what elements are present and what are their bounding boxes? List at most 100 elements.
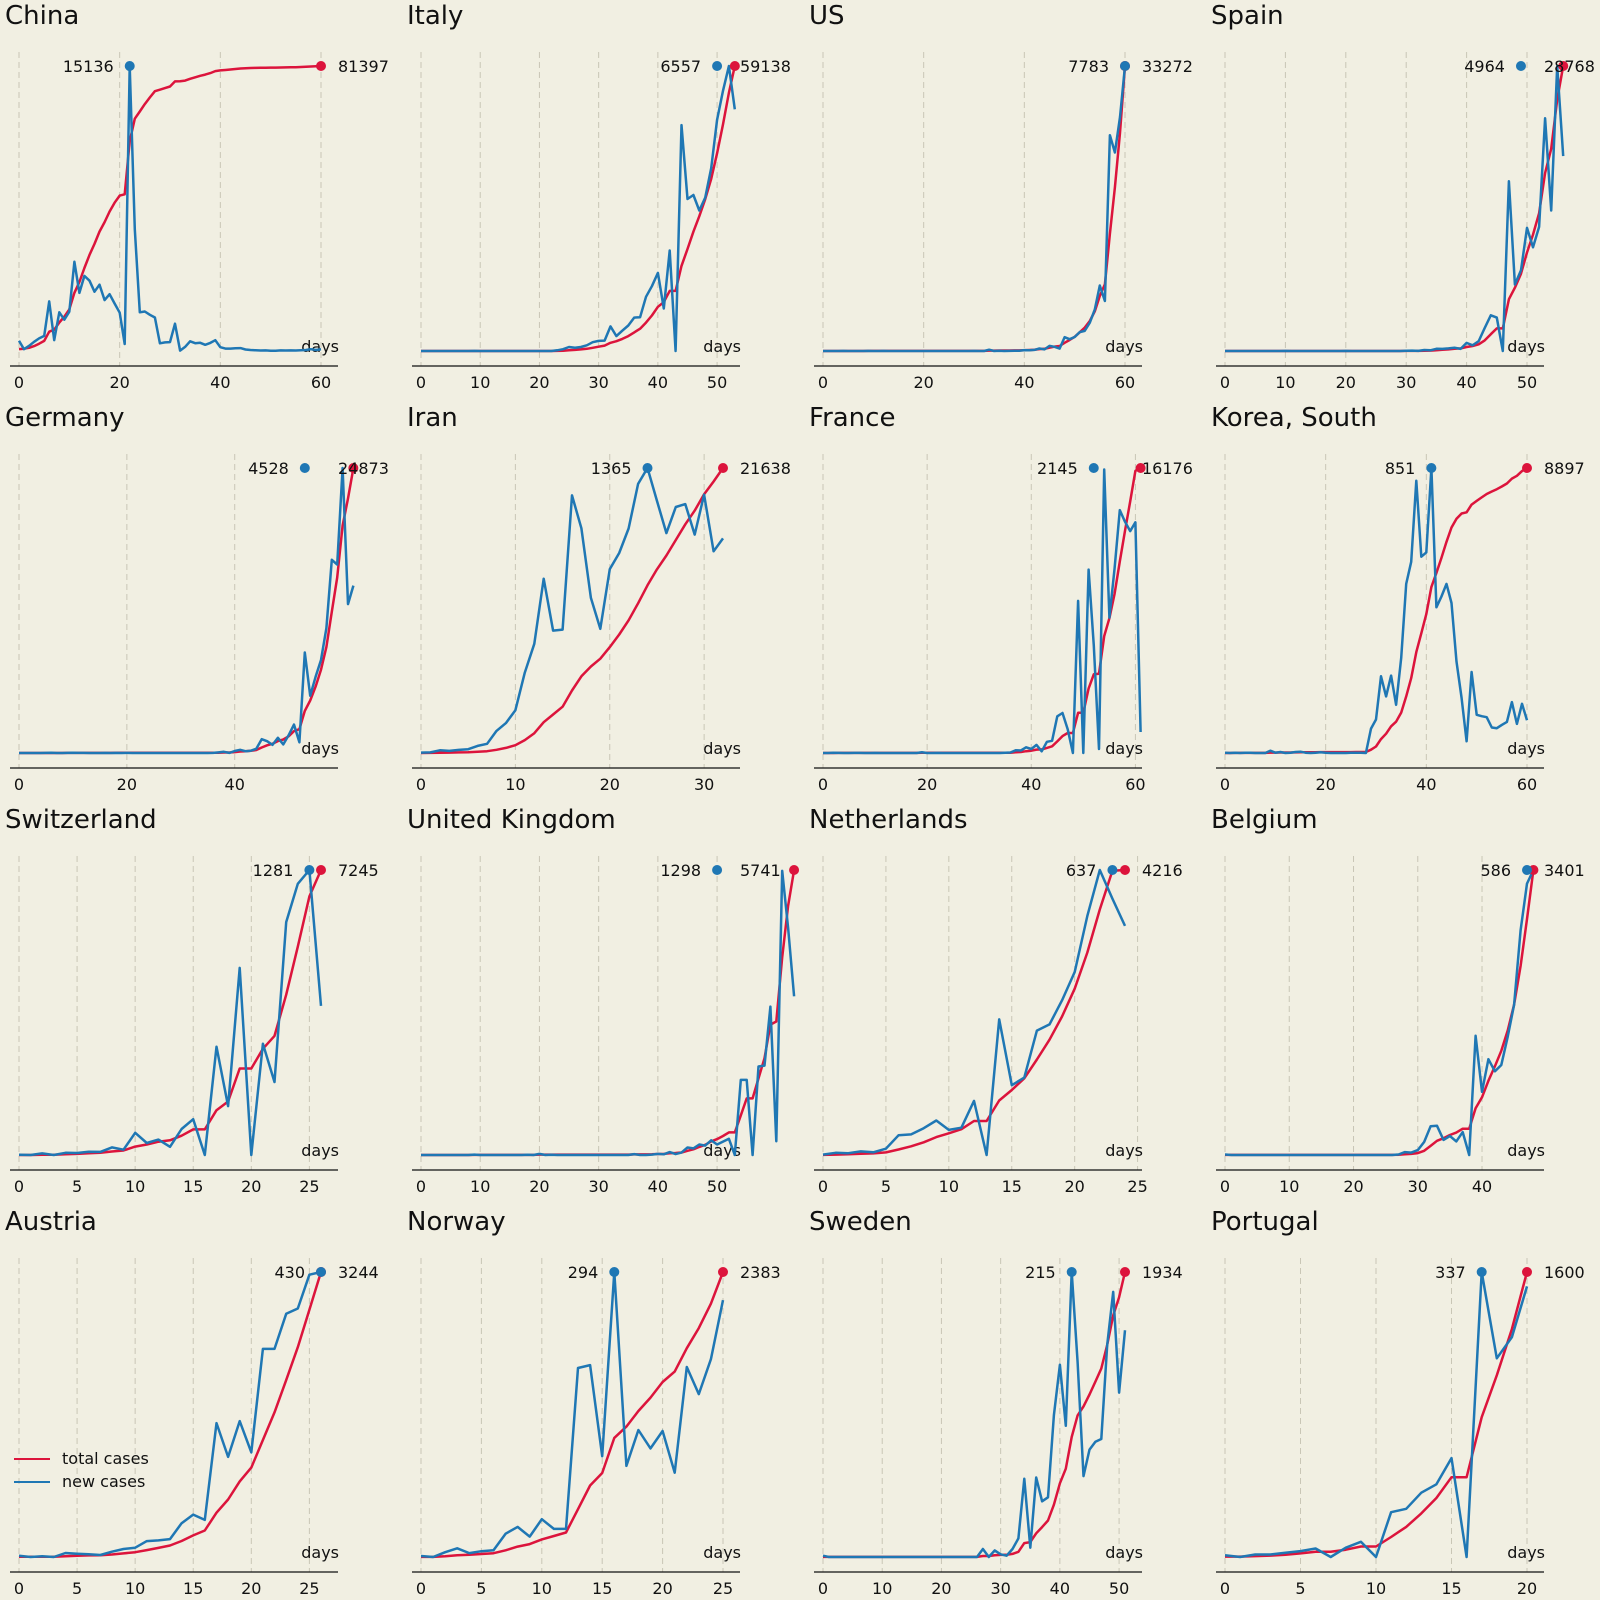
x-tick-label: 10 [872,1579,892,1598]
x-tick-label: 20 [529,373,549,392]
series-line-new [822,868,1127,1157]
annotation-total: 2383 [740,1263,781,1282]
annotation-new: 4528 [248,459,289,478]
marker-total-peak [1522,1267,1532,1277]
x-tick-label: 40 [1456,373,1476,392]
x-tick-label: 0 [1220,775,1230,794]
annotation-new: 1365 [591,459,632,478]
x-tick-label: 5 [72,1579,82,1598]
series-line-total [822,868,1126,1157]
x-tick-label: 20 [109,373,129,392]
marker-total-peak [316,61,326,71]
annotation-total: 24873 [338,459,389,478]
chart-title: Norway [407,1207,506,1237]
chart-title: Sweden [809,1207,912,1237]
marker-total-peak [718,463,728,473]
marker-new-peak [1476,1267,1487,1277]
chart-belgium: Belgium 0 10 20 30 40 days 3401 586 [1211,805,1585,1196]
x-axis-label: days [301,739,339,758]
annotation-total: 1600 [1544,1263,1585,1282]
x-tick-label: 15 [183,1177,203,1196]
x-tick-label: 20 [652,1579,672,1598]
x-tick-label: 40 [210,373,230,392]
x-axis-label: days [1105,739,1143,758]
x-tick-label: 40 [1050,1579,1070,1598]
x-tick-label: 0 [416,1177,426,1196]
x-tick-label: 30 [694,775,714,794]
x-axis-label: days [1507,1543,1545,1562]
x-tick-label: 15 [183,1579,203,1598]
marker-total-peak [348,463,359,473]
chart-korea-south: Korea, South 0 20 40 60 days 8897 851 [1211,403,1585,794]
annotation-total: 16176 [1142,459,1193,478]
marker-total-peak [729,61,740,71]
x-tick-label: 25 [713,1579,733,1598]
x-tick-label: 20 [931,1579,951,1598]
x-tick-label: 15 [1002,1177,1022,1196]
chart-title: Korea, South [1211,403,1377,433]
marker-new-peak [316,1267,326,1277]
x-tick-label: 0 [14,1177,24,1196]
x-axis-label: days [703,1543,741,1562]
x-axis-label: days [703,739,741,758]
series-line-new [823,468,1142,755]
x-tick-label: 5 [72,1177,82,1196]
x-axis-label: days [1105,1543,1143,1562]
annotation-new: 15136 [63,57,114,76]
x-tick-label: 40 [1416,775,1436,794]
series-line-total [420,467,725,755]
x-tick-label: 10 [125,1579,145,1598]
x-axis-label: days [703,337,741,356]
marker-new-peak [1522,865,1532,875]
annotation-new: 430 [274,1263,305,1282]
marker-new-peak [1107,865,1118,875]
annotation-new: 337 [1435,1263,1466,1282]
x-tick-label: 20 [913,373,933,392]
x-tick-label: 40 [1014,373,1034,392]
x-tick-label: 20 [241,1177,261,1196]
x-tick-label: 20 [1315,775,1335,794]
legend-item-total: total cases [14,1447,149,1470]
x-tick-label: 0 [818,1579,828,1598]
x-tick-label: 20 [600,775,620,794]
chart-title: Italy [407,1,463,31]
x-tick-label: 0 [14,775,24,794]
x-tick-label: 0 [1220,1177,1230,1196]
x-tick-label: 0 [416,373,426,392]
series-line-total [1225,869,1535,1157]
annotation-total: 7245 [338,861,379,880]
series-line-new [823,65,1127,353]
x-tick-label: 10 [1275,373,1295,392]
chart-iran: Iran 0 10 20 30 days 21638 1365 [407,403,791,794]
x-axis-label: days [1105,337,1143,356]
x-tick-label: 40 [1021,775,1041,794]
x-tick-label: 5 [881,1177,891,1196]
x-tick-label: 10 [1366,1579,1386,1598]
x-tick-label: 10 [1279,1177,1299,1196]
x-tick-label: 30 [588,1177,608,1196]
series-line-total [18,64,322,351]
marker-new-peak [1066,1267,1077,1277]
x-tick-label: 0 [1220,373,1230,392]
marker-new-peak [712,865,723,875]
x-tick-label: 5 [1295,1579,1305,1598]
marker-new-peak [124,61,135,71]
x-tick-label: 25 [299,1177,319,1196]
chart-switzerland: Switzerland 0 5 10 15 20 25 days 7245 1281 [5,805,379,1196]
chart-portugal: Portugal 0 5 10 15 20 days 1600 337 [1211,1207,1585,1598]
chart-spain: Spain 0 10 20 30 40 50 days 28768 4964 [1211,1,1595,392]
x-tick-label: 10 [125,1177,145,1196]
chart-title: Switzerland [5,805,157,835]
x-tick-label: 20 [1343,1177,1363,1196]
chart-title: Spain [1211,1,1284,31]
annotation-new: 6557 [660,57,701,76]
x-tick-label: 20 [529,1177,549,1196]
chart-title: United Kingdom [407,805,616,835]
x-tick-label: 30 [588,373,608,392]
chart-germany: Germany 0 20 40 days 24873 4528 [5,403,389,794]
x-axis-label: days [301,1543,339,1562]
marker-total-peak [1558,61,1569,71]
chart-title: Iran [407,403,458,433]
x-tick-label: 0 [1220,1579,1230,1598]
